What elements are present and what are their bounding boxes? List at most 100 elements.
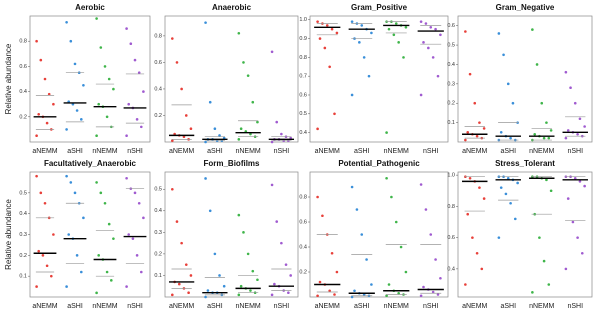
y-tick-label: 0.1 xyxy=(447,120,455,126)
data-point xyxy=(218,274,221,277)
data-point xyxy=(333,112,336,116)
y-tick-label: 0.7 xyxy=(299,74,307,80)
data-point xyxy=(350,295,354,299)
data-point xyxy=(549,129,553,132)
panel-frame xyxy=(29,15,151,143)
data-point xyxy=(392,33,396,37)
y-axis-label: Relative abundance xyxy=(4,43,13,114)
data-point xyxy=(97,254,100,257)
data-point xyxy=(422,41,425,44)
data-point xyxy=(387,283,391,286)
data-point xyxy=(578,117,582,121)
data-point xyxy=(355,208,359,211)
data-point xyxy=(330,251,334,255)
data-point xyxy=(105,270,109,274)
data-point xyxy=(325,24,329,27)
data-point xyxy=(482,127,486,130)
data-point xyxy=(547,136,551,140)
data-point xyxy=(189,127,193,131)
y-tick-label: 1.0 xyxy=(447,173,455,179)
data-point xyxy=(82,84,85,87)
data-point xyxy=(35,134,38,137)
data-point xyxy=(468,72,472,76)
data-point xyxy=(353,289,356,293)
data-point xyxy=(573,101,577,105)
data-point xyxy=(137,201,141,205)
data-point xyxy=(125,176,128,180)
data-point xyxy=(576,132,579,136)
x-tick-label: nNEMM xyxy=(92,148,117,155)
y-axis-label: Relative abundance xyxy=(4,199,13,270)
x-tick-label: nNEMM xyxy=(235,303,260,310)
data-point xyxy=(45,121,49,125)
data-point xyxy=(80,270,83,274)
data-point xyxy=(419,294,423,298)
data-point xyxy=(464,30,467,33)
y-tick-label: 0.5 xyxy=(154,187,162,193)
data-point xyxy=(99,46,103,49)
data-point xyxy=(422,285,425,289)
data-point xyxy=(133,58,137,62)
data-point xyxy=(204,295,207,299)
y-tick-label: 0.4 xyxy=(299,130,307,136)
y-tick-label: 0.8 xyxy=(447,204,455,210)
data-point xyxy=(318,37,322,40)
data-point xyxy=(43,77,47,81)
data-point xyxy=(464,138,467,142)
data-point xyxy=(468,176,472,180)
data-point xyxy=(478,186,481,189)
x-tick-label: nNEMM xyxy=(384,303,409,310)
data-point xyxy=(335,270,339,274)
data-point xyxy=(208,209,212,213)
data-point xyxy=(97,102,100,106)
data-point xyxy=(180,87,183,91)
y-tick-label: 0.2 xyxy=(154,251,162,257)
data-point xyxy=(576,236,579,239)
data-point xyxy=(365,258,368,261)
data-point xyxy=(419,93,423,97)
data-point xyxy=(385,131,388,134)
y-tick-label: 0.5 xyxy=(299,111,307,117)
data-point xyxy=(270,50,274,54)
data-point xyxy=(466,131,470,134)
data-point xyxy=(249,289,252,292)
x-tick-label: aSHI xyxy=(354,303,370,310)
data-point xyxy=(531,28,534,31)
x-tick-label: nSHI xyxy=(567,303,583,310)
data-point xyxy=(177,282,181,286)
data-point xyxy=(360,233,364,236)
data-point xyxy=(112,87,115,91)
data-point xyxy=(95,134,98,137)
data-point xyxy=(431,290,435,294)
data-point xyxy=(580,251,584,255)
data-point xyxy=(125,134,128,137)
panel-frame xyxy=(29,171,151,298)
data-point xyxy=(482,197,486,200)
data-point xyxy=(497,236,501,239)
data-point xyxy=(204,177,207,180)
data-point xyxy=(35,39,38,43)
data-point xyxy=(429,233,433,236)
data-point xyxy=(504,192,508,196)
data-point xyxy=(436,74,440,78)
data-point xyxy=(439,276,442,280)
x-tick-label: aSHI xyxy=(207,303,223,310)
data-point xyxy=(419,183,423,186)
data-point xyxy=(466,212,470,216)
data-point xyxy=(566,129,570,132)
data-point xyxy=(583,125,586,128)
data-point xyxy=(47,92,51,96)
data-point xyxy=(35,174,38,178)
y-tick-label: 0.8 xyxy=(299,194,307,200)
data-point xyxy=(103,65,107,68)
data-point xyxy=(273,282,276,286)
data-point xyxy=(394,22,398,25)
panel-title: Aerobic xyxy=(75,3,105,12)
data-point xyxy=(287,291,290,294)
data-point xyxy=(256,278,259,282)
panel-title: Facultatively_Anaerobic xyxy=(44,159,137,168)
data-point xyxy=(184,263,188,266)
panel-title: Gram_Positive xyxy=(351,3,408,12)
data-point xyxy=(65,21,68,24)
data-point xyxy=(129,42,133,46)
